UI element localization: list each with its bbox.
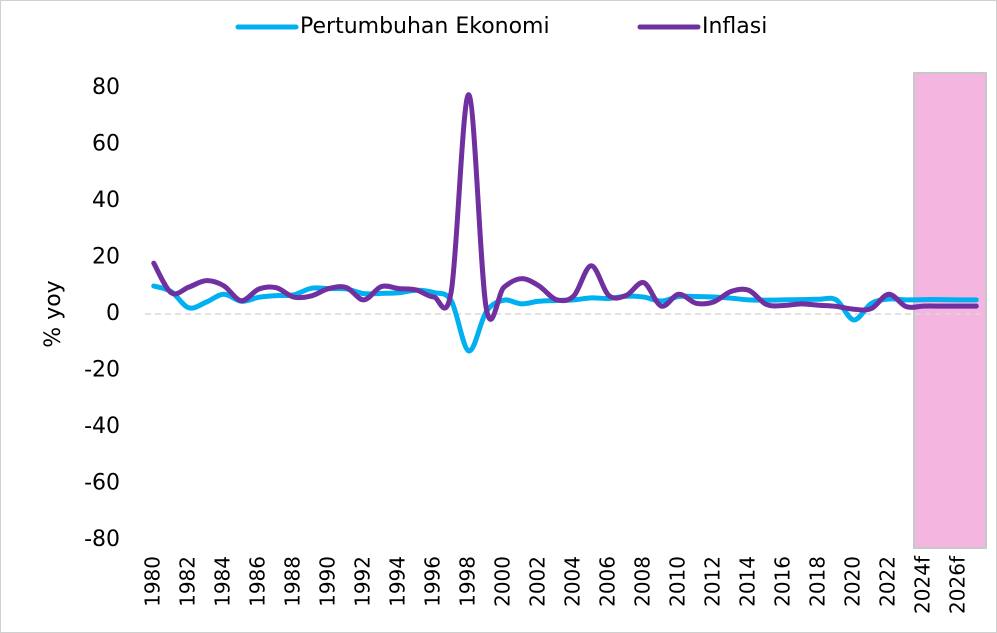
y-tick-label: 0 xyxy=(106,301,120,326)
x-tick-label: 2012 xyxy=(700,556,724,607)
x-tick-label: 2006 xyxy=(595,556,619,607)
x-tick-label: 2002 xyxy=(525,556,549,607)
legend-label: Pertumbuhan Ekonomi xyxy=(300,14,550,39)
x-tick-label: 1986 xyxy=(245,556,269,607)
x-tick-label: 2004 xyxy=(560,556,584,607)
x-tick-label: 1982 xyxy=(175,556,199,607)
x-tick-label: 2026f xyxy=(945,555,969,614)
x-tick-label: 1984 xyxy=(210,556,234,607)
x-tick-label: 1980 xyxy=(140,556,164,607)
x-tick-label: 2014 xyxy=(735,556,759,607)
x-tick-label: 2020 xyxy=(840,556,864,607)
x-tick-label: 2024f xyxy=(910,555,934,614)
x-tick-label: 2018 xyxy=(805,556,829,607)
forecast-band xyxy=(913,72,987,549)
x-tick-label: 2010 xyxy=(665,556,689,607)
x-tick-label: 1998 xyxy=(455,556,479,607)
y-tick-label: 20 xyxy=(92,245,120,270)
x-tick-label: 2000 xyxy=(490,556,514,607)
y-tick-label: 80 xyxy=(92,75,120,100)
x-tick-label: 1992 xyxy=(350,556,374,607)
legend-label: Inflasi xyxy=(702,14,767,39)
y-tick-label: -40 xyxy=(84,414,120,439)
y-axis-label: % yoy xyxy=(41,280,66,347)
series-line xyxy=(151,92,979,322)
y-tick-label: -20 xyxy=(84,358,120,383)
x-tick-label: 2008 xyxy=(630,556,654,607)
x-tick-label: 2022 xyxy=(875,556,899,607)
x-tick-label: 1990 xyxy=(315,556,339,607)
x-tick-label: 1994 xyxy=(385,556,409,607)
x-tick-label: 1988 xyxy=(280,556,304,607)
y-tick-label: 40 xyxy=(92,188,120,213)
y-tick-label: -80 xyxy=(84,527,120,552)
x-tick-label: 2016 xyxy=(770,556,794,607)
x-tick-label: 1996 xyxy=(420,556,444,607)
y-tick-label: -60 xyxy=(84,471,120,496)
y-tick-label: 60 xyxy=(92,132,120,157)
